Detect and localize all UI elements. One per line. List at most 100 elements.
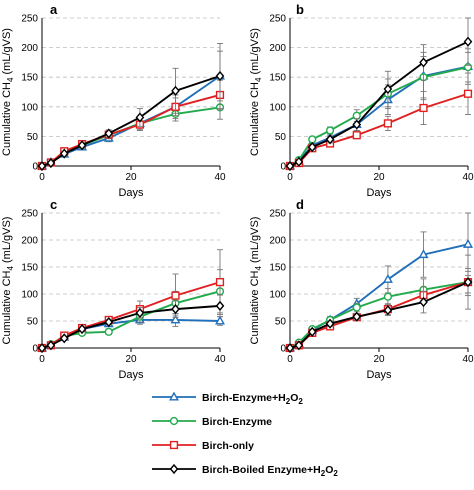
data-point [325, 134, 335, 145]
data-point [419, 57, 428, 68]
y-tick-label: 100 [21, 102, 38, 113]
y-tick-label: 0 [32, 162, 38, 173]
legend-label-text: Birch-only [202, 440, 254, 452]
y-axis-label-subscript: 4 [6, 77, 15, 82]
x-tick-label: 20 [373, 354, 385, 365]
data-point [352, 131, 361, 140]
data-point [215, 70, 225, 82]
x-tick-label: 0 [39, 354, 45, 365]
y-tick-label: 150 [269, 263, 286, 274]
data-point [382, 273, 393, 283]
y-tick-label: 250 [21, 14, 38, 25]
data-point [463, 238, 473, 248]
data-point [308, 135, 317, 144]
data-point [37, 342, 47, 354]
series-birch-only [285, 72, 473, 171]
data-point [104, 327, 113, 336]
legend-label-subscript: 2 [321, 469, 326, 478]
y-tick-label: 50 [27, 317, 39, 328]
legend-label-text: O [290, 392, 298, 404]
chart-panel-d: 0 50 100 150 200 250 0 20 40 Days Cumulative CH4 (… [249, 197, 474, 381]
data-point [215, 300, 225, 311]
y-tick-label: 100 [269, 102, 286, 113]
data-point [171, 291, 180, 300]
y-axis-label-main: Cumulative CH [249, 270, 261, 344]
data-point [307, 326, 317, 337]
y-axis-label-subscript: 4 [254, 77, 263, 82]
legend-label: Birch-only [202, 440, 254, 452]
y-tick-label: 150 [21, 73, 38, 84]
legend-marker [169, 416, 179, 426]
x-tick-label: 0 [287, 354, 293, 365]
y-tick-label: 150 [21, 263, 38, 274]
y-tick-label: 150 [269, 73, 286, 84]
series-line [289, 65, 469, 167]
x-tick-label: 0 [39, 172, 45, 183]
legend-label-text: O [325, 464, 333, 476]
y-tick-label: 250 [21, 209, 38, 220]
x-tick-label: 20 [373, 172, 385, 183]
legend-label-text: Birch-Enzyme+H [202, 392, 286, 404]
y-tick-label: 0 [32, 344, 38, 355]
data-point [352, 311, 362, 322]
y-axis-label-main: Cumulative CH [249, 82, 261, 156]
y-tick-label: 100 [21, 290, 38, 301]
data-point [171, 304, 180, 315]
legend-item: Birch-only [152, 440, 254, 452]
data-point [294, 340, 304, 351]
legend-label-text: Birch-Enzyme [202, 416, 272, 428]
legend-marker [169, 391, 179, 401]
series-line [289, 92, 469, 167]
panel-label: b [296, 2, 304, 17]
chart-panel-c: 0 50 100 150 200 250 0 20 40 Days Cumulative CH4 (… [1, 197, 226, 381]
data-point [383, 83, 393, 95]
series-line [289, 40, 469, 167]
legend-marker [169, 463, 179, 475]
series-birch-boiled-enzyme-h2o2 [285, 254, 473, 354]
data-point [171, 85, 180, 96]
data-point [419, 103, 428, 113]
y-tick-label: 200 [269, 43, 286, 54]
data-point [418, 249, 429, 259]
y-axis-label: Cumulative CH4 (mL/gVS) [1, 217, 15, 345]
series-line [41, 75, 221, 167]
legend-label: Birch-Boiled Enzyme+H2O2 [202, 464, 338, 478]
x-axis-label: Days [366, 187, 392, 199]
y-axis-label-unit: (mL/gVS) [249, 28, 261, 78]
series-line [289, 281, 469, 349]
legend-label-subscript: 2 [333, 469, 338, 478]
x-tick-label: 20 [125, 354, 137, 365]
y-axis-label: Cumulative CH4 (mL/gVS) [249, 217, 263, 345]
x-axis-label: Days [366, 369, 392, 381]
data-point [463, 89, 473, 98]
data-point [285, 342, 295, 354]
data-point [285, 160, 295, 172]
data-point [383, 292, 393, 301]
x-tick-label: 0 [287, 172, 293, 183]
y-tick-label: 0 [280, 344, 286, 355]
data-point [352, 303, 361, 312]
series-birch-boiled-enzyme-h2o2 [37, 294, 225, 354]
y-axis-label-unit: (mL/gVS) [249, 217, 261, 267]
data-point [352, 111, 361, 120]
y-axis-label-main: Cumulative CH [1, 82, 13, 156]
y-axis-label-subscript: 4 [254, 266, 263, 271]
data-point [307, 141, 317, 153]
legend-label-subscript: 2 [298, 397, 303, 406]
y-axis-label-unit: (mL/gVS) [1, 28, 13, 78]
series-birch-boiled-enzyme-h2o2 [37, 43, 225, 172]
data-point [77, 324, 87, 335]
legend-item: Birch-Enzyme+H2O2 [152, 391, 303, 406]
y-tick-label: 250 [269, 209, 286, 220]
data-point [46, 157, 56, 169]
data-point [135, 307, 145, 318]
chart-panel-a: 0 50 100 150 200 250 0 20 40 Days Cumulative CH4 (… [1, 2, 226, 199]
series-line [289, 281, 469, 349]
panel-label: a [50, 2, 58, 17]
chart-panel-b: 0 50 100 150 200 250 0 20 40 Days Cumulative CH4 (… [249, 2, 474, 199]
y-tick-label: 250 [269, 14, 286, 25]
y-tick-label: 100 [269, 290, 286, 301]
legend-marker [169, 440, 179, 450]
